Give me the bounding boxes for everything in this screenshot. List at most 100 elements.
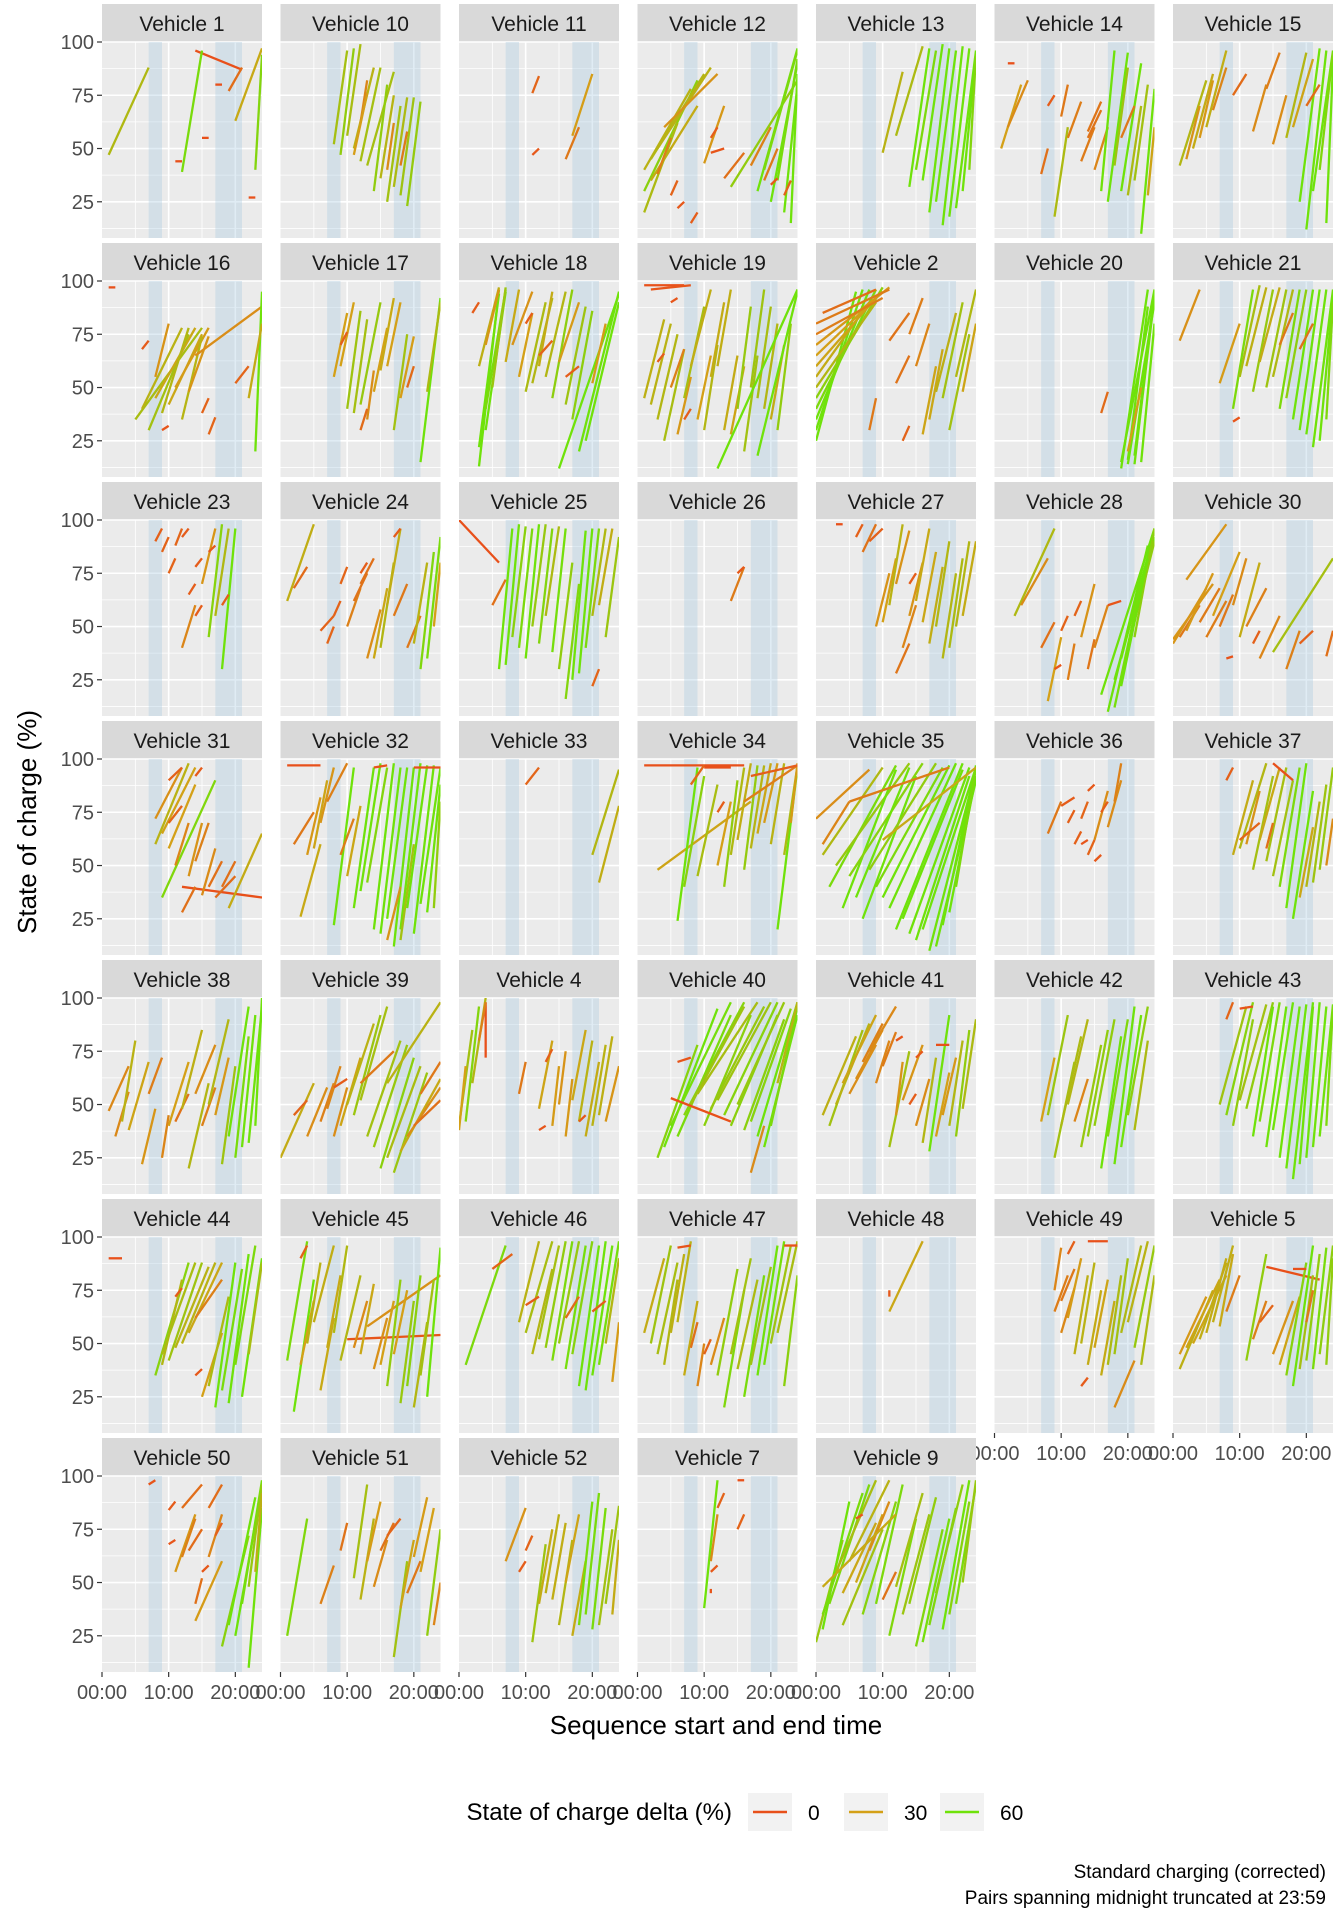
soc-segment (669, 180, 679, 196)
soc-segment (386, 886, 402, 941)
strip-label: Vehicle 18 (491, 252, 588, 275)
soc-segment (557, 301, 581, 363)
soc-segment (894, 643, 911, 674)
soc-segment (888, 1240, 924, 1313)
panel-vehicle-34: Vehicle 34 (637, 721, 805, 955)
y-tick-label: 25 (72, 431, 94, 453)
soc-segment (1318, 1245, 1333, 1355)
soc-segment (874, 1484, 904, 1605)
soc-segment (749, 1008, 792, 1122)
soc-segment (386, 302, 402, 367)
soc-segment (723, 152, 746, 180)
soc-segment (557, 562, 574, 670)
soc-segment (1265, 52, 1281, 90)
panel-vehicle-45: Vehicle 45 (280, 1199, 448, 1433)
soc-segment (1040, 621, 1056, 649)
soc-segment (584, 1241, 607, 1391)
legend-label: 30 (904, 1802, 927, 1825)
shaded-band (148, 520, 162, 716)
soc-segment (247, 1507, 262, 1668)
shaded-band (505, 1237, 519, 1433)
soc-segment (894, 762, 964, 930)
soc-segment (1106, 779, 1123, 828)
segments (816, 1479, 976, 1647)
soc-segment (207, 860, 224, 888)
soc-segment (683, 775, 706, 888)
soc-segment (511, 291, 534, 346)
y-tick-label: 100 (61, 32, 94, 54)
y-tick-label: 100 (61, 749, 94, 771)
soc-segment (1185, 572, 1215, 632)
segments (1218, 1001, 1333, 1180)
strip-vehicle-12 (637, 4, 798, 42)
soc-segment (841, 1014, 878, 1084)
soc-segment (649, 323, 672, 405)
soc-segment (1046, 801, 1063, 835)
soc-segment (194, 49, 243, 71)
soc-segment (524, 1535, 534, 1552)
panel-vehicle-31: Vehicle 31 25 50 75 100 (61, 721, 270, 955)
segments (459, 520, 619, 700)
soc-segment (789, 73, 798, 224)
soc-segment (167, 784, 197, 849)
segments (154, 524, 237, 670)
soc-segment (359, 302, 382, 405)
soc-segment (564, 126, 581, 160)
y-tick-label: 75 (72, 1519, 94, 1541)
x-tick-label: 00:00 (969, 1443, 1019, 1465)
soc-segment (743, 764, 798, 803)
soc-segment (749, 1266, 772, 1366)
soc-segment (934, 541, 951, 627)
soc-segment (676, 767, 699, 922)
x-axis-title: Sequence start and end time (550, 1710, 882, 1740)
soc-segment (770, 177, 779, 186)
soc-segment (1291, 58, 1315, 128)
soc-segment (848, 766, 950, 803)
soc-segment (663, 1279, 679, 1366)
strip-vehicle-7 (637, 1438, 798, 1476)
soc-segment (531, 75, 541, 94)
x-tick-label: 20:00 (389, 1682, 439, 1704)
strip-vehicle-15 (1173, 4, 1333, 42)
soc-segment (419, 767, 441, 905)
soc-segment (941, 1057, 958, 1116)
soc-segment (591, 1507, 607, 1630)
strip-vehicle-33 (459, 721, 619, 759)
strip-vehicle-48 (816, 1199, 976, 1237)
soc-segment (107, 1065, 130, 1112)
soc-segment (564, 583, 581, 700)
soc-segment (359, 67, 382, 162)
soc-segment (591, 1044, 607, 1127)
soc-segment (141, 339, 150, 350)
soc-segment (894, 530, 911, 585)
segments (643, 284, 798, 469)
soc-segment (160, 327, 190, 414)
soc-segment (1251, 630, 1261, 645)
soc-segment (319, 1565, 335, 1605)
soc-segment (961, 1019, 976, 1109)
soc-segment (459, 520, 500, 564)
panel-vehicle-51: Vehicle 51 00:00 10:00 20:00 (255, 1438, 448, 1704)
soc-segment (194, 1560, 224, 1622)
soc-segment (611, 1322, 619, 1382)
soc-segment (220, 860, 237, 888)
soc-segment (604, 1505, 619, 1604)
soc-segment (1133, 84, 1149, 181)
soc-segment (577, 1245, 601, 1387)
soc-segment (1258, 287, 1281, 363)
soc-segment (816, 768, 871, 820)
soc-segment (426, 1529, 441, 1636)
legend-entry: 0 (748, 1793, 820, 1831)
y-tick-label: 25 (72, 1387, 94, 1409)
legend-title: State of charge delta (%) (467, 1799, 732, 1826)
soc-segment (1265, 1006, 1288, 1148)
soc-segment (723, 780, 739, 887)
soc-segment (1205, 1258, 1228, 1334)
strip-vehicle-25 (459, 482, 619, 520)
soc-segment (874, 1040, 891, 1084)
soc-segment (894, 1061, 904, 1116)
soc-segment (359, 1006, 389, 1101)
soc-segment (1305, 289, 1328, 435)
soc-segment (538, 339, 554, 357)
soc-segment (1086, 109, 1103, 139)
